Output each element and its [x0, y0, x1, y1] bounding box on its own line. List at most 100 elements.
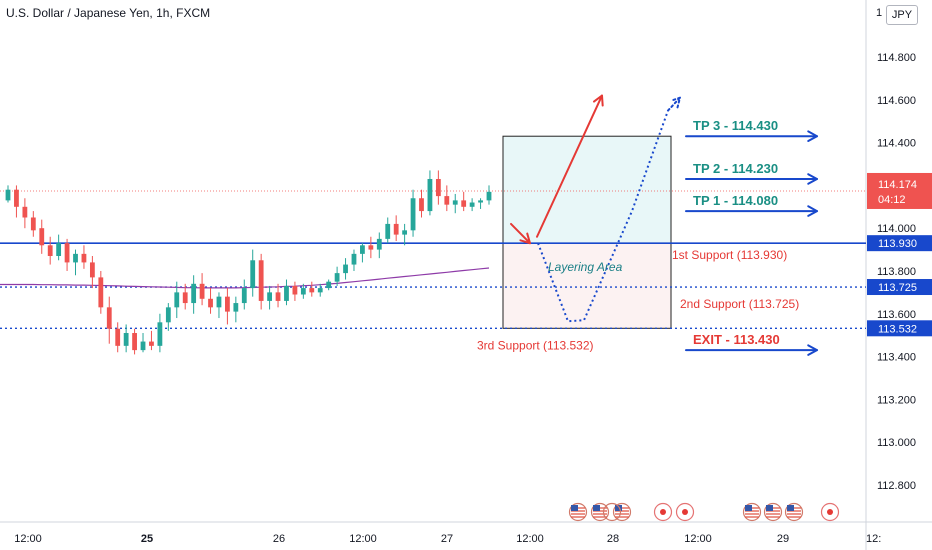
moving-average-line [0, 267, 490, 289]
y-tick-label: 114.400 [877, 138, 916, 150]
y-tick-label: 114.800 [877, 52, 916, 64]
candle-body [444, 196, 450, 205]
us-flag-canton [766, 505, 773, 511]
profit-zone-box [502, 135, 672, 244]
tp-label-3: TP 3 - 114.430 [693, 118, 778, 133]
x-tick-label: 12: [866, 533, 881, 545]
candle-body [393, 223, 399, 235]
candle-body [360, 245, 365, 254]
candle-body [225, 296, 230, 312]
candle-body [216, 296, 222, 308]
us-flag-canton [745, 505, 752, 511]
candle-body [157, 322, 163, 346]
candle-body [258, 260, 264, 301]
candle-body [351, 253, 357, 265]
x-tick-label: 12:00 [516, 533, 544, 545]
candle-body [402, 230, 408, 235]
candle-body [30, 217, 36, 231]
candle-body [461, 200, 467, 207]
support-price-tag-3 [867, 320, 932, 337]
candle-body [123, 333, 129, 346]
red-down-arrow-shaft [510, 222, 531, 245]
y-tick-label: 112.800 [877, 480, 916, 492]
chart-title: U.S. Dollar / Japanese Yen, 1h, FXCM [6, 6, 211, 20]
currency-button[interactable]: JPY [886, 5, 918, 25]
support-text-1: 1st Support (113.930) [672, 248, 787, 262]
candle-body [132, 333, 137, 351]
us-flag-canton [571, 505, 578, 511]
candle-body [81, 253, 87, 263]
x-tick-label: 25 [141, 533, 153, 545]
x-tick-label: 12:00 [14, 533, 42, 545]
tp-arrow-1-head [807, 205, 818, 217]
tp-label-2: TP 2 - 114.230 [693, 161, 778, 176]
jp-event-dot [827, 509, 833, 515]
candle-body [334, 273, 340, 282]
candle-body [165, 307, 171, 323]
candle-body [275, 292, 281, 301]
candle-body [140, 341, 146, 351]
jp-event-dot [682, 509, 688, 515]
red-down-arrow-head [519, 232, 531, 245]
support-price-label-1: 113.930 [878, 238, 917, 250]
us-flag-event-icon[interactable] [602, 502, 622, 522]
projected-path-arrow-head [669, 96, 681, 109]
x-tick-label: 12:00 [349, 533, 377, 545]
candle-body [284, 285, 289, 301]
y-tick-label: 113.200 [877, 394, 916, 406]
tp-arrow-2-head [807, 173, 818, 185]
y-tick-label: 113.400 [877, 352, 916, 364]
candle-body [292, 285, 298, 295]
candle-body [427, 178, 433, 212]
jp-event-dot [660, 509, 666, 515]
candle-body [326, 281, 332, 289]
exit-arrow-head [807, 344, 818, 356]
x-tick-label: 26 [273, 533, 285, 545]
candle-body [208, 298, 213, 308]
candle-body [106, 307, 112, 329]
x-tick-label: 12:00 [684, 533, 712, 545]
x-tick-label: 29 [777, 533, 789, 545]
red-up-arrow-head [592, 94, 604, 107]
candle-body [56, 243, 62, 256]
candle-body [47, 245, 53, 256]
candle-body [182, 292, 188, 304]
projected-path [537, 110, 669, 323]
projected-path-arrow-shaft [667, 96, 681, 112]
candle-body [376, 238, 382, 250]
candle-body [300, 288, 306, 295]
y-tick-label: 113.000 [877, 437, 916, 449]
candle-body [149, 341, 154, 346]
candle-body [267, 292, 272, 301]
candle-body [199, 283, 205, 299]
candle-body [368, 245, 374, 250]
x-tick-label: 27 [441, 533, 453, 545]
support-price-tag-2 [867, 279, 932, 296]
candle-body [435, 178, 441, 197]
candle-body [73, 253, 78, 263]
support-price-label-3: 113.532 [878, 323, 917, 335]
us-flag-canton [593, 505, 600, 511]
last-price-tag [867, 172, 932, 209]
candle-body [452, 200, 458, 205]
red-up-arrow-shaft [536, 94, 603, 238]
tp-label-1: TP 1 - 114.080 [693, 193, 778, 208]
candle-body [419, 198, 424, 212]
candle-body [469, 202, 475, 207]
support-price-tag-1 [867, 235, 932, 252]
y-tick-label: 114.000 [877, 223, 916, 235]
candle-body [89, 262, 95, 278]
layering-area-label: Layering Area [548, 260, 623, 274]
support-text-2: 2nd Support (113.725) [680, 297, 799, 311]
candle-body [98, 277, 104, 308]
candle-body [115, 328, 121, 346]
us-flag-canton [615, 505, 622, 511]
y-tick-label: 113.800 [877, 266, 916, 278]
candle-body [250, 260, 256, 289]
exit-label: EXIT - 113.430 [693, 332, 780, 347]
support-price-label-2: 113.725 [878, 282, 917, 294]
candle-body [191, 283, 197, 304]
candle-body [64, 243, 70, 263]
